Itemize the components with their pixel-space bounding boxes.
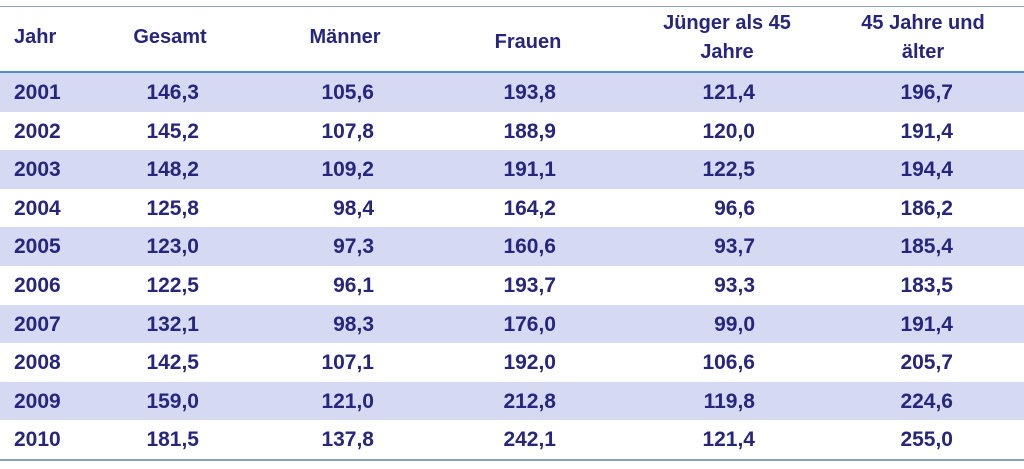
cell-aelter: 224,6 [900, 389, 953, 413]
cell-juenger: 122,5 [702, 158, 755, 182]
cell-maenner: 107,8 [321, 119, 374, 143]
cell-frauen: 188,9 [503, 119, 556, 143]
cell-maenner: 105,6 [321, 81, 374, 104]
table-row: 2005 123,0 97,3 160,6 93,7 185,4 [0, 227, 1024, 266]
cell-frauen: 191,1 [503, 158, 556, 182]
table-row: 2002 145,2 107,8 188,9 120,0 191,4 [0, 112, 1024, 151]
cell-jahr: 2007 [14, 312, 61, 336]
cell-frauen: 193,7 [503, 273, 556, 297]
cell-gesamt: 123,0 [146, 235, 199, 259]
cell-maenner: 97,3 [333, 235, 374, 259]
cell-jahr: 2009 [14, 389, 61, 413]
cell-maenner: 96,1 [333, 273, 374, 297]
cell-jahr: 2005 [14, 235, 61, 259]
cell-gesamt: 148,2 [146, 158, 199, 182]
cell-jahr: 2001 [14, 81, 61, 104]
cell-frauen: 176,0 [503, 312, 556, 336]
table-body: 2001 146,3 105,6 193,8 121,4 196,7 2002 145,2 10… [0, 73, 1024, 459]
cell-juenger: 93,7 [714, 235, 755, 259]
header-aelter: 45 Jahre und älter [861, 12, 985, 63]
cell-juenger: 121,4 [702, 428, 755, 452]
cell-gesamt: 181,5 [146, 428, 199, 452]
cell-gesamt: 146,3 [146, 81, 199, 104]
header-frauen: Frauen [494, 31, 562, 53]
cell-frauen: 212,8 [503, 389, 556, 413]
cell-juenger: 106,6 [702, 351, 755, 375]
cell-juenger: 119,8 [703, 389, 755, 413]
table-row: 2009 159,0 121,0 212,8 119,8 224,6 [0, 381, 1024, 421]
table-header: Jahr Gesamt Männer Frauen Jünger als 45 … [0, 7, 1024, 73]
cell-maenner: 98,4 [333, 196, 374, 220]
cell-jahr: 2003 [14, 158, 61, 182]
table-row: 2010 181,5 137,8 242,1 121,4 255,0 [0, 420, 1024, 459]
cell-juenger: 96,6 [714, 196, 755, 220]
table-row: 2006 122,5 96,1 193,7 93,3 183,5 [0, 266, 1024, 305]
cell-frauen: 164,2 [503, 196, 556, 220]
table-bottom-rule [0, 458, 1024, 461]
cell-gesamt: 132,1 [146, 312, 199, 336]
cell-juenger: 93,3 [714, 273, 755, 297]
cell-aelter: 194,4 [900, 158, 953, 182]
cell-aelter: 205,7 [900, 351, 953, 375]
table-row: 2001 146,3 105,6 193,8 121,4 196,7 [0, 73, 1024, 112]
data-table: Jahr Gesamt Männer Frauen Jünger als 45 … [0, 6, 1024, 461]
cell-maenner: 109,2 [321, 158, 374, 182]
table-row: 2008 142,5 107,1 192,0 106,6 205,7 [0, 343, 1024, 382]
header-gesamt: Gesamt [133, 26, 207, 48]
cell-gesamt: 142,5 [146, 351, 199, 375]
cell-jahr: 2006 [14, 273, 61, 297]
cell-maenner: 107,1 [321, 351, 374, 375]
table-row: 2004 125,8 98,4 164,2 96,6 186,2 [0, 189, 1024, 228]
cell-maenner: 121,0 [321, 389, 374, 413]
cell-gesamt: 145,2 [146, 119, 199, 143]
cell-aelter: 191,4 [900, 312, 953, 336]
cell-aelter: 191,4 [900, 119, 953, 143]
cell-gesamt: 122,5 [146, 273, 199, 297]
cell-frauen: 160,6 [503, 235, 556, 259]
cell-aelter: 185,4 [900, 235, 953, 259]
table-top-rule [0, 6, 1024, 7]
cell-juenger: 121,4 [702, 81, 755, 104]
header-jahr: Jahr [14, 26, 57, 48]
cell-juenger: 99,0 [714, 312, 755, 336]
cell-aelter: 196,7 [900, 81, 953, 104]
header-maenner: Männer [309, 26, 381, 48]
cell-jahr: 2004 [14, 196, 61, 220]
cell-frauen: 242,1 [503, 428, 556, 452]
cell-juenger: 120,0 [702, 119, 755, 143]
cell-aelter: 186,2 [900, 196, 953, 220]
cell-maenner: 137,8 [321, 428, 374, 452]
cell-frauen: 192,0 [503, 351, 556, 375]
cell-aelter: 255,0 [900, 428, 953, 452]
table-row: 2007 132,1 98,3 176,0 99,0 191,4 [0, 304, 1024, 344]
cell-jahr: 2008 [14, 351, 61, 375]
cell-frauen: 193,8 [503, 81, 556, 104]
cell-jahr: 2010 [14, 428, 61, 452]
cell-gesamt: 159,0 [146, 389, 199, 413]
header-juenger: Jünger als 45 Jahre [663, 12, 791, 63]
cell-aelter: 183,5 [900, 273, 953, 297]
cell-maenner: 98,3 [333, 312, 374, 336]
cell-jahr: 2002 [14, 119, 61, 143]
table-row: 2003 148,2 109,2 191,1 122,5 194,4 [0, 150, 1024, 189]
cell-gesamt: 125,8 [146, 196, 199, 220]
